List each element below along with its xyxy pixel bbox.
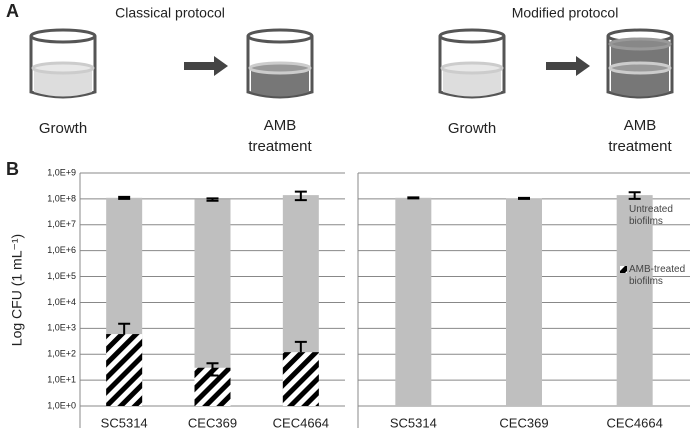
y-tick-label: 1,0E+9 <box>47 167 76 177</box>
beaker <box>606 28 674 99</box>
error-bar <box>518 196 530 200</box>
y-tick-label: 1,0E+5 <box>47 271 76 281</box>
bar <box>506 198 542 406</box>
error-bar <box>206 362 219 377</box>
step-label: Growth <box>447 120 497 137</box>
panel-label: A <box>6 1 19 21</box>
step-label: AMB treatment <box>248 117 312 155</box>
error-bar <box>206 197 219 202</box>
bar <box>616 195 653 406</box>
x-tick-label: CEC4664 <box>273 415 329 430</box>
step-label: AMB treatment <box>608 117 672 155</box>
step-label: Growth <box>38 120 88 137</box>
legend-label: AMB-treated biofilms <box>629 264 686 287</box>
y-tick-label: 1,0E+3 <box>47 323 76 333</box>
x-tick-label: CEC369 <box>188 415 237 430</box>
bar <box>395 197 432 406</box>
beaker <box>29 28 97 99</box>
legend-swatch <box>620 266 627 273</box>
error-bar <box>294 340 307 353</box>
protocol-title: Classical protocol <box>115 5 225 21</box>
x-tick-label: SC5314 <box>390 415 437 430</box>
x-tick-label: CEC4664 <box>606 415 662 430</box>
beaker <box>246 28 314 99</box>
error-bar <box>628 191 641 200</box>
arrow <box>184 56 590 76</box>
x-tick-label: CEC369 <box>499 415 548 430</box>
error-bar <box>294 190 307 202</box>
panel-label: B <box>6 159 19 179</box>
legend-swatch <box>620 206 627 213</box>
beaker <box>438 28 506 99</box>
bar <box>106 334 143 406</box>
x-tick-label: SC5314 <box>101 415 148 430</box>
y-tick-label: 1,0E+6 <box>47 245 76 255</box>
legend-label: Untreated biofilms <box>629 204 673 227</box>
y-tick-label: 1,0E+8 <box>47 193 76 203</box>
bar <box>282 352 319 406</box>
y-tick-label: 1,0E+2 <box>47 349 76 359</box>
y-tick-label: 1,0E+7 <box>47 219 76 229</box>
y-tick-label: 1,0E+4 <box>47 297 76 307</box>
error-bar <box>118 195 131 200</box>
y-tick-label: 1,0E+1 <box>47 374 76 384</box>
protocol-title: Modified protocol <box>512 5 619 21</box>
error-bar <box>407 196 420 200</box>
error-bar <box>118 322 131 335</box>
y-tick-label: 1,0E+0 <box>47 400 76 410</box>
y-axis-label: Log CFU (1 mL⁻¹) <box>9 234 25 346</box>
